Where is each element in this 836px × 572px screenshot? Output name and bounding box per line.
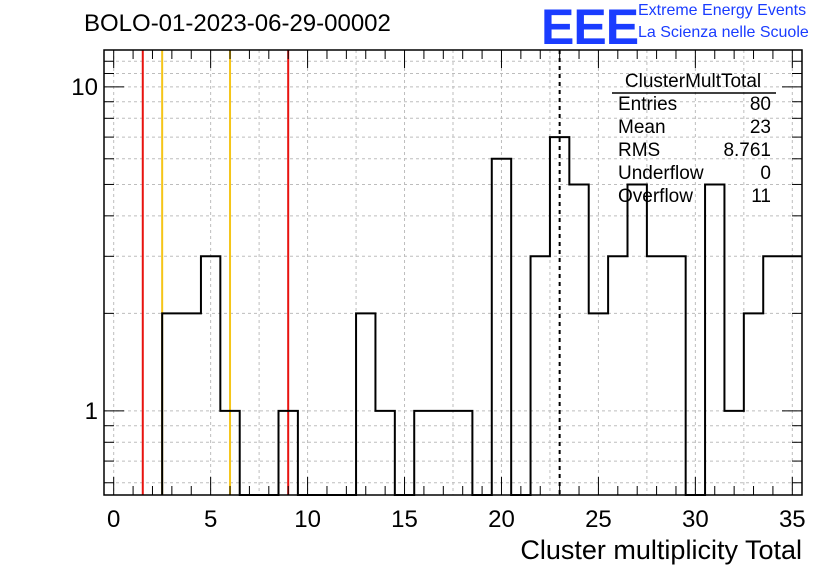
stats-value: 11: [751, 186, 771, 207]
y-tick-label: 1: [85, 398, 98, 425]
stats-label: Mean: [618, 117, 666, 138]
page-title: BOLO-01-2023-06-29-00002: [84, 10, 391, 37]
stats-value: 8.761: [723, 140, 771, 161]
y-tick-label: 10: [71, 74, 98, 101]
x-tick-label: 20: [488, 506, 515, 533]
stats-value: 80: [750, 94, 771, 115]
histogram-series: [161, 136, 802, 496]
x-axis-label: Cluster multiplicity Total: [520, 535, 802, 565]
logo-line-1: Extreme Energy Events: [638, 2, 807, 19]
stats-label: Underflow: [618, 163, 704, 184]
grid-lines: [104, 50, 802, 495]
stats-box: ClusterMultTotal Entries 80 Mean 23 RMS 8.761…: [612, 71, 776, 207]
x-tick-label: 15: [391, 506, 418, 533]
logo-line-2: La Scienza nelle Scuole: [638, 24, 809, 41]
stats-label: Entries: [618, 94, 677, 115]
x-tick-label: 0: [107, 506, 120, 533]
x-tick-label: 10: [294, 506, 321, 533]
stats-label: RMS: [618, 140, 660, 161]
plot-frame: [103, 49, 803, 496]
marker-lines: [141, 50, 561, 495]
x-tick-label: 25: [585, 506, 612, 533]
stats-value: 23: [750, 117, 771, 138]
x-tick-label: 5: [204, 506, 217, 533]
x-tick-label: 30: [682, 506, 709, 533]
axis-ticks: [104, 50, 802, 495]
stats-label: Overflow: [618, 186, 693, 207]
eee-logo: EEE: [541, 0, 639, 55]
stats-box-title: ClusterMultTotal: [625, 71, 761, 92]
x-tick-label: 35: [779, 506, 806, 533]
stats-value: 0: [760, 163, 771, 184]
